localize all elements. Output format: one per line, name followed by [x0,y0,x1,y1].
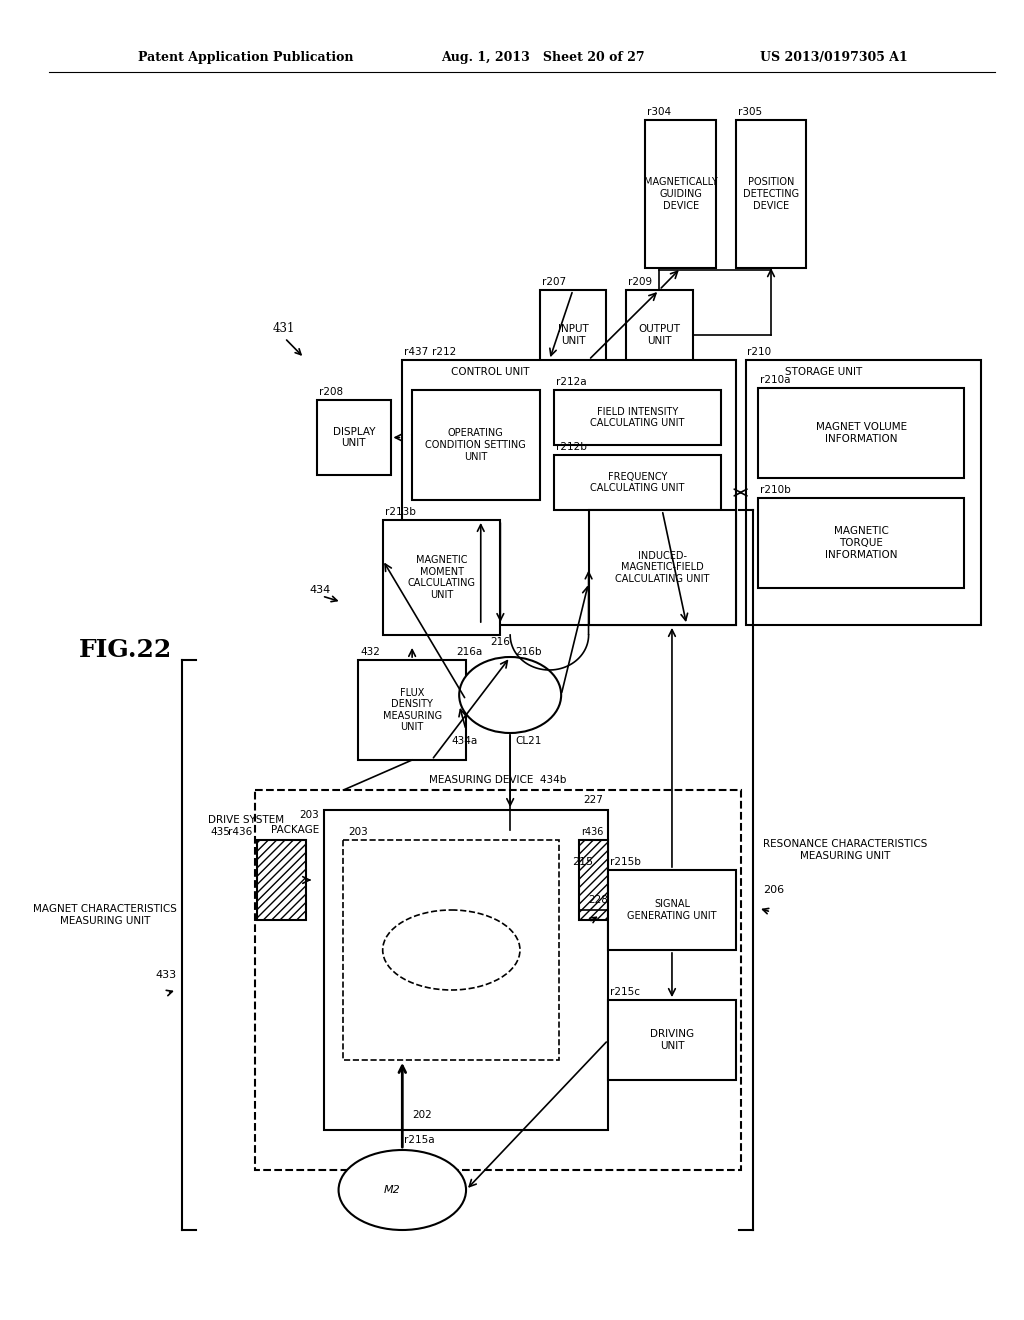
Text: 215: 215 [572,857,594,867]
Bar [645,120,716,268]
Text: 227: 227 [584,795,603,805]
Bar [255,789,740,1170]
Text: r212: r212 [432,347,456,356]
Text: r209: r209 [628,277,652,286]
Text: SIGNAL
GENERATING UNIT: SIGNAL GENERATING UNIT [628,899,717,921]
Text: 203: 203 [299,810,318,820]
Text: r304: r304 [647,107,672,117]
Bar [579,840,608,920]
Text: r213b: r213b [385,507,416,517]
Text: 228: 228 [589,895,608,906]
Text: MEASURING DEVICE  434b: MEASURING DEVICE 434b [429,775,566,785]
Bar [343,840,559,1060]
Text: r305: r305 [737,107,762,117]
Text: r212b: r212b [556,442,587,451]
Text: 206: 206 [763,884,784,895]
Text: MAGNET VOLUME
INFORMATION: MAGNET VOLUME INFORMATION [816,422,907,444]
Bar [608,1001,735,1080]
Text: 216: 216 [490,638,510,647]
Text: FIG.22: FIG.22 [79,638,172,663]
Bar [579,840,608,920]
Text: POSITION
DETECTING
DEVICE: POSITION DETECTING DEVICE [743,177,799,211]
Text: Aug. 1, 2013   Sheet 20 of 27: Aug. 1, 2013 Sheet 20 of 27 [441,51,645,65]
Text: r437: r437 [404,347,428,356]
Text: FLUX
DENSITY
MEASURING
UNIT: FLUX DENSITY MEASURING UNIT [383,688,441,733]
Text: FREQUENCY
CALCULATING UNIT: FREQUENCY CALCULATING UNIT [591,471,685,494]
Text: 431: 431 [272,322,295,334]
Ellipse shape [383,909,520,990]
Bar [758,388,965,478]
Text: DISPLAY
UNIT: DISPLAY UNIT [333,426,375,449]
Bar [540,290,606,380]
Text: r436: r436 [228,828,252,837]
Text: MAGNETIC
TORQUE
INFORMATION: MAGNETIC TORQUE INFORMATION [825,527,897,560]
Bar [383,520,501,635]
Text: 216a: 216a [457,647,482,657]
Text: FIELD INTENSITY
CALCULATING UNIT: FIELD INTENSITY CALCULATING UNIT [591,407,685,428]
Bar [554,455,721,510]
Text: OUTPUT
UNIT: OUTPUT UNIT [638,325,680,346]
Text: 216b: 216b [515,647,542,657]
Bar [589,510,735,624]
Text: r436: r436 [581,828,603,837]
Text: r210b: r210b [760,484,791,495]
Bar [626,290,692,380]
Text: US 2013/0197305 A1: US 2013/0197305 A1 [760,51,908,65]
Text: CONTROL UNIT: CONTROL UNIT [452,367,529,378]
Text: r215a: r215a [404,1135,435,1144]
Text: r208: r208 [318,387,343,397]
Text: DRIVE SYSTEM: DRIVE SYSTEM [208,814,285,825]
Text: CL21: CL21 [515,737,542,746]
Text: r207: r207 [542,277,565,286]
Text: PACKAGE: PACKAGE [270,825,318,836]
Text: 435: 435 [210,828,230,837]
Bar [324,810,608,1130]
Text: 434: 434 [309,585,331,595]
Text: r215c: r215c [610,987,640,997]
Text: r210a: r210a [760,375,791,385]
Text: STORAGE UNIT: STORAGE UNIT [784,367,862,378]
Text: INPUT
UNIT: INPUT UNIT [557,325,589,346]
Bar [608,870,735,950]
Ellipse shape [339,1150,466,1230]
Text: MAGNETIC
MOMENT
CALCULATING
UNIT: MAGNETIC MOMENT CALCULATING UNIT [408,556,475,599]
Text: r215b: r215b [610,857,641,867]
Text: DRIVING
UNIT: DRIVING UNIT [650,1030,694,1051]
Bar [758,498,965,587]
Bar [735,120,806,268]
Text: r212a: r212a [556,378,587,387]
Bar [257,840,306,920]
Text: r210: r210 [748,347,772,356]
Text: INDUCED-
MAGNETIC-FIELD
CALCULATING UNIT: INDUCED- MAGNETIC-FIELD CALCULATING UNIT [615,550,710,583]
Bar [257,840,306,920]
Text: Patent Application Publication: Patent Application Publication [137,51,353,65]
Text: MAGNET CHARACTERISTICS
MEASURING UNIT: MAGNET CHARACTERISTICS MEASURING UNIT [33,904,177,925]
Text: M2: M2 [384,1185,400,1195]
Text: OPERATING
CONDITION SETTING
UNIT: OPERATING CONDITION SETTING UNIT [426,429,526,462]
Text: 432: 432 [360,647,380,657]
Ellipse shape [459,657,561,733]
Text: 434a: 434a [452,737,477,746]
Text: MAGNETICALLY
GUIDING
DEVICE: MAGNETICALLY GUIDING DEVICE [644,177,718,211]
Text: 433: 433 [156,970,177,979]
Bar [317,400,390,475]
Text: 203: 203 [348,828,368,837]
Text: RESONANCE CHARACTERISTICS
MEASURING UNIT: RESONANCE CHARACTERISTICS MEASURING UNIT [763,840,928,861]
Bar [745,360,981,624]
Bar [554,389,721,445]
Bar [402,360,735,624]
Bar [358,660,466,760]
Text: 202: 202 [412,1110,432,1119]
Bar [412,389,540,500]
